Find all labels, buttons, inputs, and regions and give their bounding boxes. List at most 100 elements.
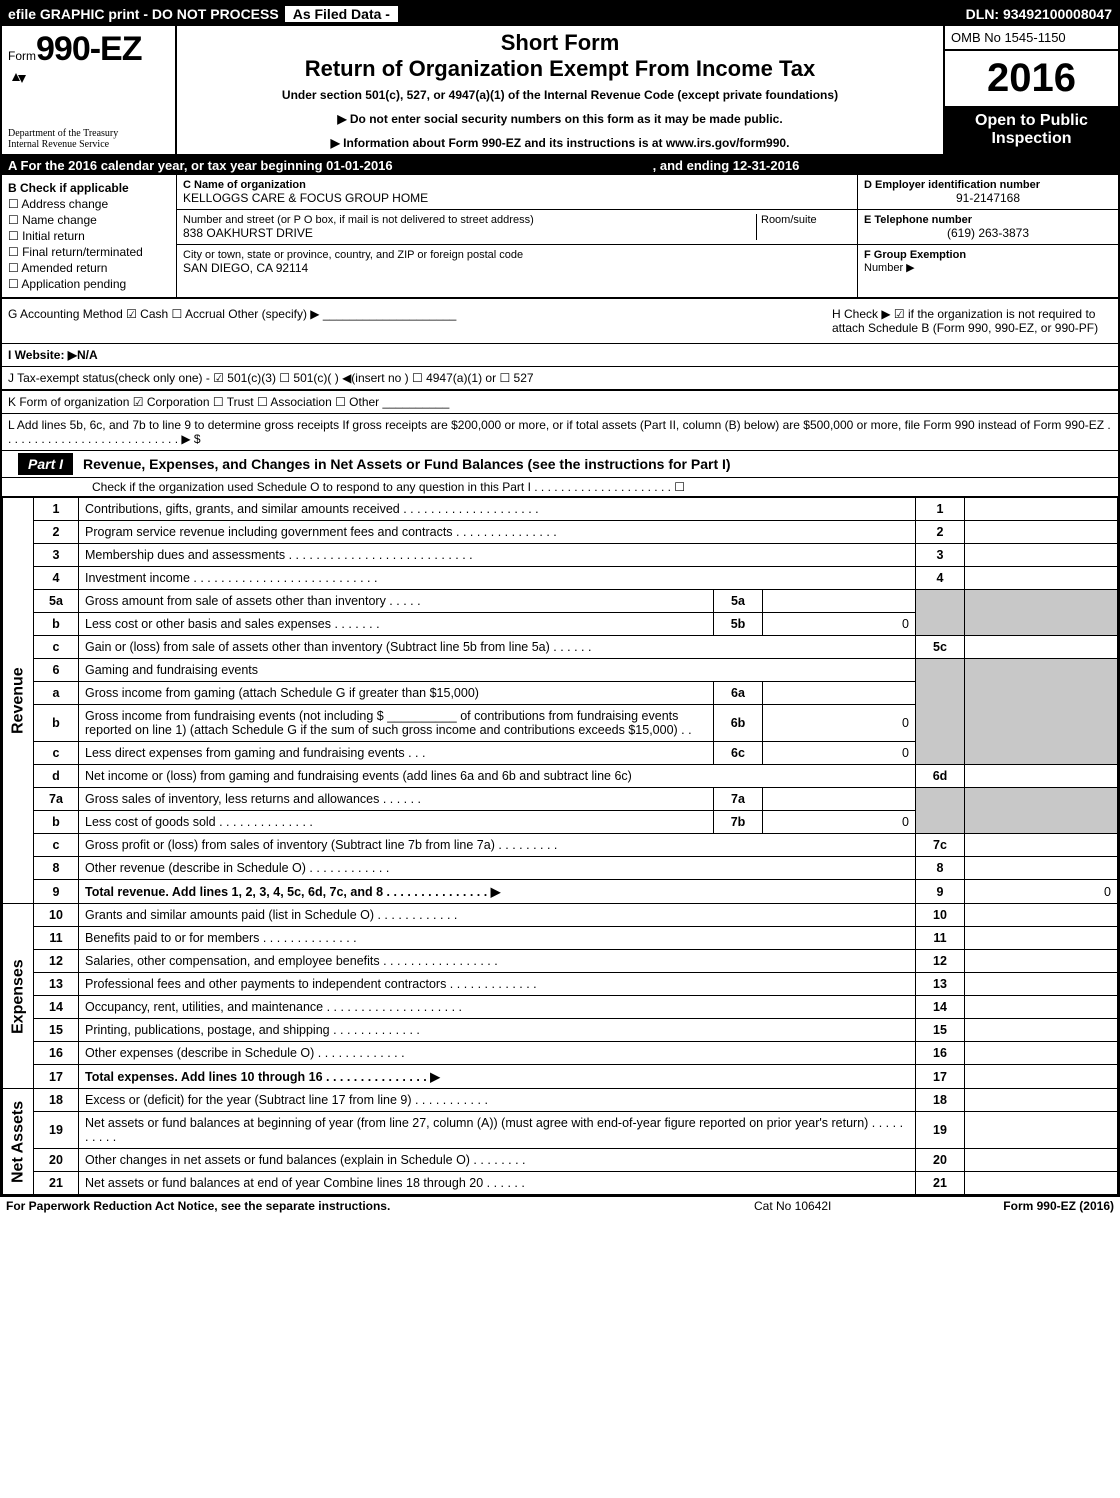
under-section: Under section 501(c), 527, or 4947(a)(1)… xyxy=(183,88,937,102)
l6b-desc: Gross income from fundraising events (no… xyxy=(79,705,714,742)
l7c-amt xyxy=(965,834,1118,857)
l11-amt xyxy=(965,927,1118,950)
l4-num: 4 xyxy=(34,567,79,590)
l12-desc: Salaries, other compensation, and employ… xyxy=(79,950,916,973)
expenses-vlabel: Expenses xyxy=(3,904,34,1089)
l14-amt xyxy=(965,996,1118,1019)
form-prefix: Form xyxy=(8,49,36,63)
l2-num: 2 xyxy=(34,521,79,544)
l14-desc: Occupancy, rent, utilities, and maintena… xyxy=(79,996,916,1019)
org-city: SAN DIEGO, CA 92114 xyxy=(183,261,851,275)
col-d: D Employer identification number 91-2147… xyxy=(857,175,1118,297)
l6-num: 6 xyxy=(34,659,79,682)
chk-initial-return[interactable]: ☐ Initial return xyxy=(8,229,170,243)
l14-box: 14 xyxy=(916,996,965,1019)
f-label: F Group Exemption xyxy=(864,249,1112,261)
l2-box: 2 xyxy=(916,521,965,544)
netassets-vlabel: Net Assets xyxy=(3,1089,34,1195)
d-ein-block: D Employer identification number 91-2147… xyxy=(858,175,1118,210)
e-phone: (619) 263-3873 xyxy=(864,226,1112,240)
l14-num: 14 xyxy=(34,996,79,1019)
l6c-ival: 0 xyxy=(763,742,916,765)
chk-name-change[interactable]: ☐ Name change xyxy=(8,213,170,227)
chk-address-change[interactable]: ☐ Address change xyxy=(8,197,170,211)
l2-amt xyxy=(965,521,1118,544)
l6a-ival xyxy=(763,682,916,705)
l13-desc: Professional fees and other payments to … xyxy=(79,973,916,996)
footer-left: For Paperwork Reduction Act Notice, see … xyxy=(6,1199,754,1213)
c-street-label: Number and street (or P O box, if mail i… xyxy=(183,214,756,226)
footer-mid: Cat No 10642I xyxy=(754,1199,954,1213)
l12-box: 12 xyxy=(916,950,965,973)
form-990ez: 990-EZ xyxy=(36,30,142,68)
l10-num: 10 xyxy=(34,904,79,927)
l20-box: 20 xyxy=(916,1149,965,1172)
part1-table: Revenue 1 Contributions, gifts, grants, … xyxy=(2,497,1118,1195)
f-label2: Number ▶ xyxy=(864,261,1112,274)
l6b-ival: 0 xyxy=(763,705,916,742)
l9-amt: 0 xyxy=(965,880,1118,904)
arrow-line-2: ▶ Information about Form 990-EZ and its … xyxy=(183,136,937,150)
l13-num: 13 xyxy=(34,973,79,996)
l2-desc: Program service revenue including govern… xyxy=(79,521,916,544)
form-number: Form990-EZ xyxy=(8,30,169,69)
l4-amt xyxy=(965,567,1118,590)
chk-final-return[interactable]: ☐ Final return/terminated xyxy=(8,245,170,259)
l12-amt xyxy=(965,950,1118,973)
l13-amt xyxy=(965,973,1118,996)
l11-desc: Benefits paid to or for members . . . . … xyxy=(79,927,916,950)
chk-application-pending[interactable]: ☐ Application pending xyxy=(8,277,170,291)
arrow-line-1: ▶ Do not enter social security numbers o… xyxy=(183,112,937,126)
line-g: G Accounting Method ☑ Cash ☐ Accrual Oth… xyxy=(2,299,1118,344)
l16-desc: Other expenses (describe in Schedule O) … xyxy=(79,1042,916,1065)
l5c-box: 5c xyxy=(916,636,965,659)
l4-desc: Investment income . . . . . . . . . . . … xyxy=(79,567,916,590)
l7c-desc: Gross profit or (loss) from sales of inv… xyxy=(79,834,916,857)
chk-amended-return[interactable]: ☐ Amended return xyxy=(8,261,170,275)
l6a-desc: Gross income from gaming (attach Schedul… xyxy=(79,682,714,705)
l6a-num: a xyxy=(34,682,79,705)
l6d-num: d xyxy=(34,765,79,788)
l6b-num: b xyxy=(34,705,79,742)
footer-row: For Paperwork Reduction Act Notice, see … xyxy=(0,1197,1120,1215)
l7-shade-box xyxy=(916,788,965,834)
l20-num: 20 xyxy=(34,1149,79,1172)
open-to-public: Open to Public Inspection xyxy=(945,106,1118,154)
l13-box: 13 xyxy=(916,973,965,996)
l16-box: 16 xyxy=(916,1042,965,1065)
part1-sub: Check if the organization used Schedule … xyxy=(2,478,1118,497)
recycle-icon xyxy=(8,69,32,87)
col-c-city-block: City or town, state or province, country… xyxy=(177,245,857,279)
c-city-label: City or town, state or province, country… xyxy=(183,249,851,261)
l3-num: 3 xyxy=(34,544,79,567)
l1-num: 1 xyxy=(34,498,79,521)
l18-desc: Excess or (deficit) for the year (Subtra… xyxy=(79,1089,916,1112)
l7a-num: 7a xyxy=(34,788,79,811)
l1-amt xyxy=(965,498,1118,521)
l18-box: 18 xyxy=(916,1089,965,1112)
l5a-desc: Gross amount from sale of assets other t… xyxy=(79,590,714,613)
l18-num: 18 xyxy=(34,1089,79,1112)
l5b-ival: 0 xyxy=(763,613,916,636)
l5c-desc: Gain or (loss) from sale of assets other… xyxy=(79,636,916,659)
l21-num: 21 xyxy=(34,1172,79,1195)
l5a-num: 5a xyxy=(34,590,79,613)
part1-title: Revenue, Expenses, and Changes in Net As… xyxy=(73,456,731,472)
l5-shade-amt xyxy=(965,590,1118,636)
l9-box: 9 xyxy=(916,880,965,904)
l6c-ibox: 6c xyxy=(714,742,763,765)
l11-num: 11 xyxy=(34,927,79,950)
tax-year: 2016 xyxy=(945,51,1118,106)
l7c-box: 7c xyxy=(916,834,965,857)
l7b-ibox: 7b xyxy=(714,811,763,834)
header-right: OMB No 1545-1150 2016 Open to Public Ins… xyxy=(943,26,1118,154)
l5b-desc: Less cost or other basis and sales expen… xyxy=(79,613,714,636)
website-label: I Website: ▶N/A xyxy=(8,348,98,362)
e-label: E Telephone number xyxy=(864,214,1112,226)
l10-desc: Grants and similar amounts paid (list in… xyxy=(79,904,916,927)
f-group-block: F Group Exemption Number ▶ xyxy=(858,245,1118,278)
l6d-amt xyxy=(965,765,1118,788)
l15-amt xyxy=(965,1019,1118,1042)
l17-num: 17 xyxy=(34,1065,79,1089)
footer-right: Form 990-EZ (2016) xyxy=(954,1199,1114,1213)
